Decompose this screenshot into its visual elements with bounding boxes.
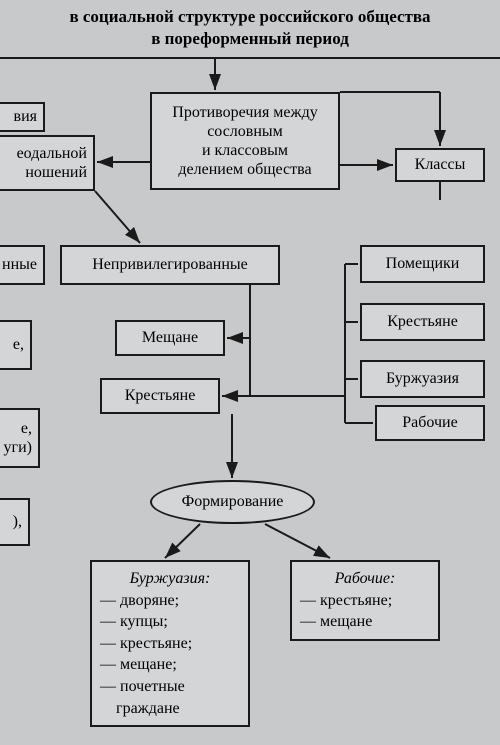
contradiction-box: Противоречия между сословным и классовым… [150, 92, 340, 190]
list-item: — почетные [100, 676, 240, 698]
frag-paren: ), [0, 498, 30, 546]
list-item: — крестьяне; [100, 633, 240, 655]
list-item: — дворяне; [100, 590, 240, 612]
rabochie-list: Рабочие: — крестьяне; — мещане [290, 560, 440, 641]
bourgeoisie-list: Буржуазия: — дворяне; — купцы; — крестья… [90, 560, 250, 727]
meshchane-box: Мещане [115, 320, 225, 356]
diagram-title: в социальной структуре российского общес… [0, 6, 500, 50]
pomeshchiki-box: Помещики [360, 245, 485, 283]
rabochie-list-header: Рабочие: [300, 568, 430, 590]
title-line2: в пореформенный период [151, 29, 349, 48]
frag-ugi: е, уги) [0, 408, 40, 468]
formation-ellipse: Формирование [150, 480, 315, 524]
bourgeoisie-box: Буржуазия [360, 360, 485, 398]
rabochie-box: Рабочие [375, 405, 485, 441]
list-item: — мещане [300, 611, 430, 633]
title-line1: в социальной структуре российского общес… [69, 7, 430, 26]
list-item: — крестьяне; [300, 590, 430, 612]
frag-feodal: еодальнойношений [0, 135, 95, 191]
nonpriv-box: Непривилегированные [60, 245, 280, 285]
frag-nnye: нные [0, 245, 45, 285]
krestyane2-box: Крестьяне [360, 303, 485, 341]
classes-box: Классы [395, 148, 485, 182]
list-item: — мещане; [100, 654, 240, 676]
list-item: — купцы; [100, 611, 240, 633]
frag-e: е, [0, 320, 32, 370]
krestyane-box: Крестьяне [100, 378, 220, 414]
list-item: граждане [100, 698, 240, 720]
bourgeoisie-list-header: Буржуазия: [100, 568, 240, 590]
frag-viya: вия [0, 102, 45, 132]
